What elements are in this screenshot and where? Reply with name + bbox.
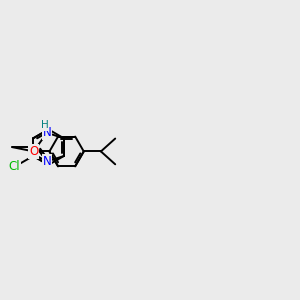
Text: O: O [29, 145, 38, 158]
Text: Cl: Cl [9, 160, 20, 173]
Text: N: N [43, 155, 51, 168]
Text: N: N [43, 126, 51, 139]
Text: H: H [41, 120, 49, 130]
